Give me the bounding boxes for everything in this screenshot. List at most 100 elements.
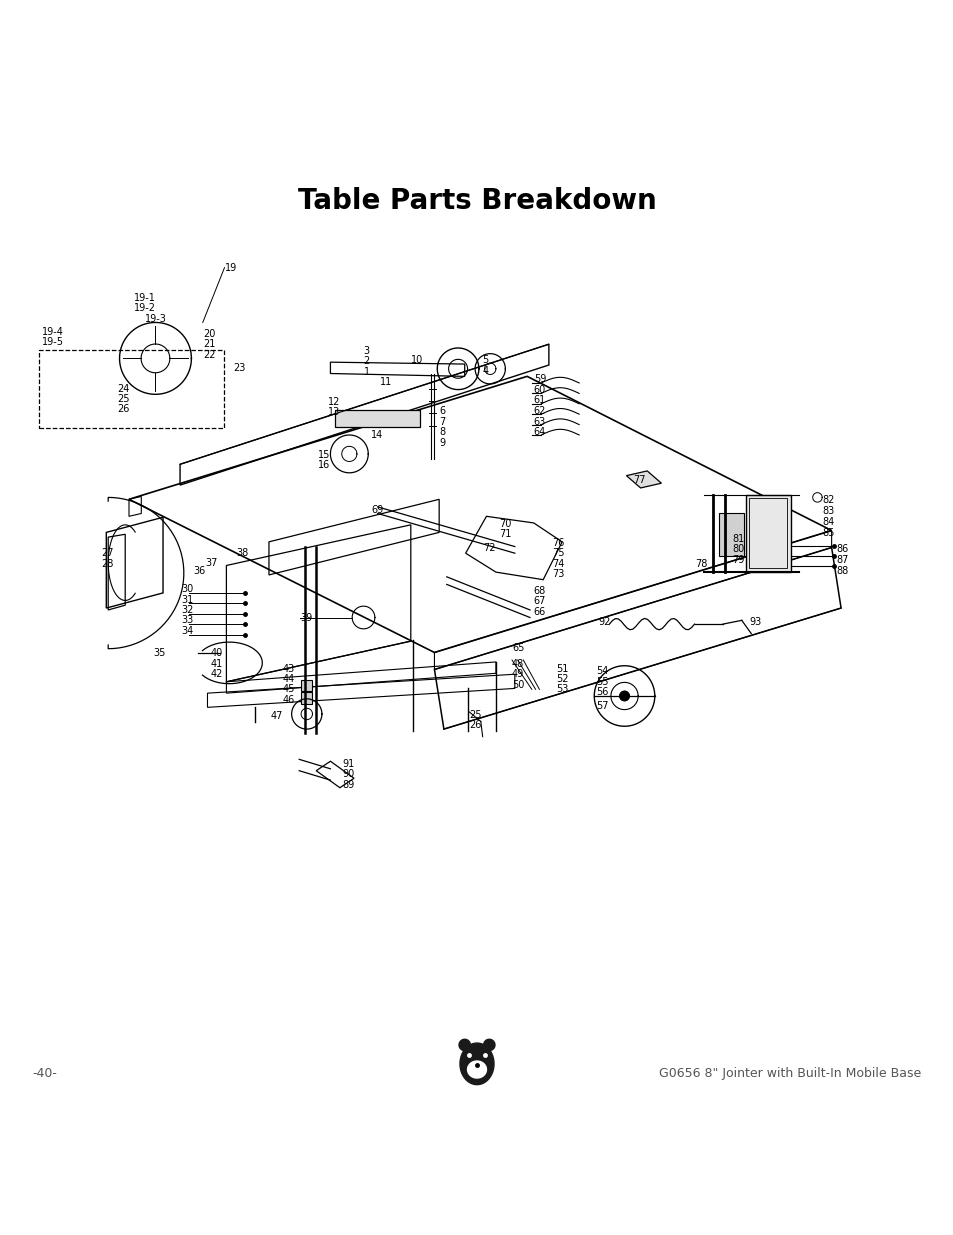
Text: 57: 57 <box>596 701 608 711</box>
Text: 82: 82 <box>821 495 834 505</box>
Text: 51: 51 <box>556 663 568 673</box>
Text: 45: 45 <box>282 684 294 694</box>
Text: 93: 93 <box>748 618 760 627</box>
Text: 44: 44 <box>282 674 294 684</box>
Text: 88: 88 <box>836 566 848 577</box>
Text: 59: 59 <box>533 374 545 384</box>
Text: 23: 23 <box>233 363 245 373</box>
Text: 12: 12 <box>327 396 339 406</box>
Text: 52: 52 <box>556 674 568 684</box>
Text: 74: 74 <box>552 558 564 568</box>
Text: 3: 3 <box>363 346 369 356</box>
Text: 19-2: 19-2 <box>133 304 155 314</box>
Text: 86: 86 <box>836 545 848 555</box>
Text: 62: 62 <box>533 406 545 416</box>
Bar <box>719 513 743 556</box>
Text: 40: 40 <box>210 648 222 658</box>
Text: 24: 24 <box>117 384 130 394</box>
Text: 31: 31 <box>181 594 193 604</box>
Text: 50: 50 <box>512 679 524 689</box>
Bar <box>301 680 313 692</box>
Bar <box>301 692 313 704</box>
Text: 48: 48 <box>512 658 524 669</box>
Polygon shape <box>458 1040 470 1051</box>
Text: 72: 72 <box>483 543 496 553</box>
Text: 10: 10 <box>411 356 422 366</box>
Text: 67: 67 <box>533 597 545 606</box>
Text: 22: 22 <box>203 350 215 359</box>
Text: 15: 15 <box>317 450 330 459</box>
Text: 87: 87 <box>836 555 848 564</box>
Text: 30: 30 <box>181 584 193 594</box>
Polygon shape <box>467 1061 486 1078</box>
Text: 60: 60 <box>533 384 545 395</box>
Text: G0656 8" Jointer with Built-In Mobile Base: G0656 8" Jointer with Built-In Mobile Ba… <box>659 1067 921 1079</box>
Text: 6: 6 <box>438 406 445 416</box>
Text: 43: 43 <box>282 663 294 673</box>
Text: 70: 70 <box>498 519 511 529</box>
Text: 26: 26 <box>117 404 130 415</box>
Text: 49: 49 <box>512 669 524 679</box>
Text: 16: 16 <box>317 461 330 471</box>
Text: 90: 90 <box>342 769 355 779</box>
Text: 89: 89 <box>342 779 355 790</box>
Text: 5: 5 <box>482 356 488 366</box>
Polygon shape <box>626 471 660 488</box>
Text: 63: 63 <box>533 416 545 427</box>
Text: 75: 75 <box>552 548 564 558</box>
Text: 19-4: 19-4 <box>42 327 64 337</box>
Text: 35: 35 <box>153 648 166 658</box>
Text: 85: 85 <box>821 529 834 538</box>
Text: 41: 41 <box>210 658 222 669</box>
Text: 76: 76 <box>552 537 564 548</box>
Bar <box>39 350 223 429</box>
Text: 65: 65 <box>512 642 524 653</box>
Bar <box>748 499 786 568</box>
Text: 25: 25 <box>117 394 130 404</box>
Text: 79: 79 <box>732 555 744 564</box>
Text: 83: 83 <box>821 505 834 516</box>
Text: 69: 69 <box>371 505 383 515</box>
Text: 81: 81 <box>732 534 743 543</box>
Text: 19-3: 19-3 <box>145 314 167 324</box>
Text: 68: 68 <box>533 587 545 597</box>
Bar <box>745 494 790 572</box>
Text: 37: 37 <box>206 558 217 568</box>
Bar <box>335 410 420 427</box>
Text: 2: 2 <box>363 356 370 367</box>
Text: 91: 91 <box>342 760 355 769</box>
Text: 26: 26 <box>469 720 481 730</box>
Text: 77: 77 <box>633 475 645 485</box>
Text: 14: 14 <box>371 430 383 440</box>
Text: 47: 47 <box>271 711 283 721</box>
Text: 92: 92 <box>598 618 610 627</box>
Text: 11: 11 <box>379 377 392 387</box>
Polygon shape <box>619 692 629 700</box>
Text: 19: 19 <box>224 263 236 273</box>
Text: 80: 80 <box>732 545 743 555</box>
Text: 34: 34 <box>181 626 193 636</box>
Text: 7: 7 <box>438 416 445 427</box>
Text: 42: 42 <box>210 669 222 679</box>
Text: 55: 55 <box>596 677 608 687</box>
Text: 73: 73 <box>552 569 564 579</box>
Text: 71: 71 <box>498 530 511 540</box>
Text: 39: 39 <box>300 614 312 624</box>
Text: 21: 21 <box>203 340 215 350</box>
Text: 53: 53 <box>556 684 568 694</box>
Text: 33: 33 <box>181 615 193 625</box>
Text: -40-: -40- <box>32 1067 57 1079</box>
Text: 38: 38 <box>235 548 248 558</box>
Text: 28: 28 <box>101 558 113 568</box>
Polygon shape <box>483 1040 495 1051</box>
Text: 66: 66 <box>533 606 545 616</box>
Text: 20: 20 <box>203 329 215 338</box>
Text: 84: 84 <box>821 517 834 527</box>
Text: 46: 46 <box>282 695 294 705</box>
Text: 61: 61 <box>533 395 545 405</box>
Text: 13: 13 <box>327 408 339 417</box>
Text: 36: 36 <box>193 566 205 577</box>
Text: 25: 25 <box>469 710 481 720</box>
Text: 78: 78 <box>695 558 707 568</box>
Text: 19-1: 19-1 <box>133 293 155 303</box>
